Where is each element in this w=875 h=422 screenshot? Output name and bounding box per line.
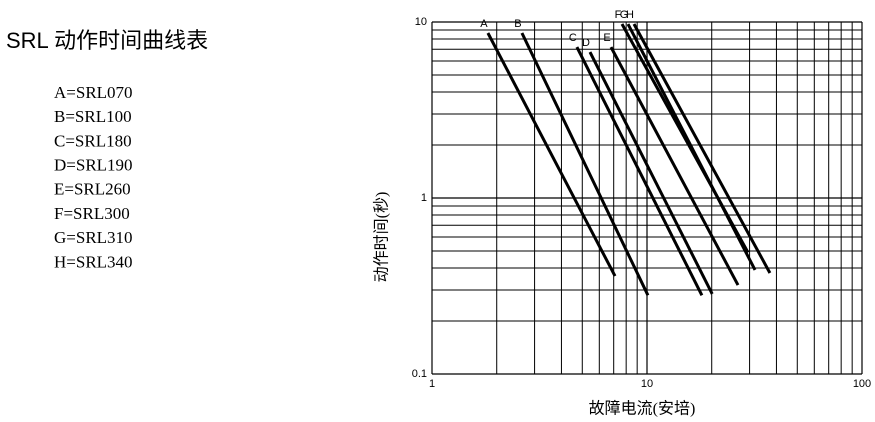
series-label: A [480, 18, 488, 30]
y-tick-label: 1 [421, 192, 427, 204]
x-tick-label: 100 [853, 378, 871, 390]
series-line [575, 46, 704, 296]
x-tick-label: 10 [641, 378, 653, 390]
y-axis-label: 动作时间(秒) [373, 192, 391, 283]
series-line [626, 23, 757, 271]
series-label: C [569, 32, 577, 44]
x-tick-label: 1 [429, 378, 435, 390]
chart-title: SRL 动作时间曲线表 [6, 28, 208, 53]
series-line [588, 51, 714, 295]
series-label: D [582, 37, 590, 49]
series-label: F [615, 9, 622, 21]
series-label: B [514, 18, 521, 30]
key-entry: E=SRL260 [54, 180, 131, 199]
x-axis-label: 故障电流(安培) [589, 400, 696, 418]
key-entry: C=SRL180 [54, 131, 132, 150]
key-entry: H=SRL340 [54, 252, 133, 271]
series-label: E [603, 32, 610, 44]
series-line [486, 32, 617, 277]
series-label: G [620, 9, 629, 21]
key-entry: A=SRL070 [54, 83, 133, 102]
key-entry: B=SRL100 [54, 107, 132, 126]
series-line [609, 46, 740, 286]
key-entry: D=SRL190 [54, 156, 133, 175]
key-entry: F=SRL300 [54, 204, 130, 223]
key-entry: G=SRL310 [54, 228, 133, 247]
y-tick-label: 10 [415, 16, 427, 28]
series-line [520, 32, 650, 296]
series-line [632, 23, 772, 274]
y-tick-label: 0.1 [412, 368, 427, 380]
series-label: H [626, 9, 634, 21]
